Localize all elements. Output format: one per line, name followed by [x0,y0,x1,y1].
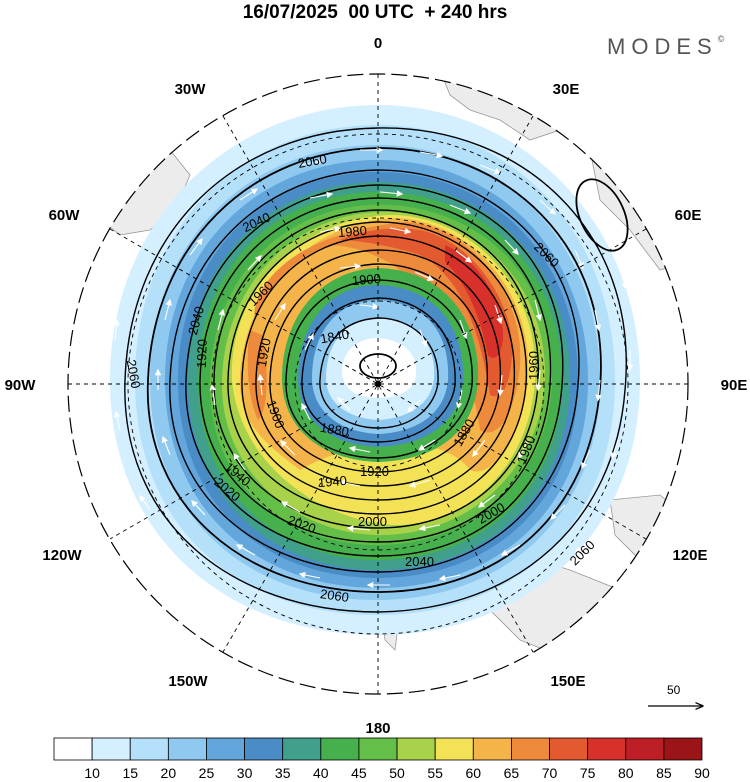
colorbar-tick-label: 60 [465,765,482,781]
colorbar-tick-label: 75 [579,765,596,781]
colorbar-swatch [282,737,322,761]
colorbar-tick-label: 40 [313,765,329,781]
colorbar-tick-label: 70 [541,765,558,781]
wind-arrows [113,146,634,589]
colorbar-swatch [358,737,398,761]
colorbar-swatch [625,737,665,761]
lon-label-120e: 120E [672,547,707,564]
colorbar-swatch [434,737,474,761]
contour-label: 1940 [317,473,347,490]
lon-label-60e: 60E [675,207,702,224]
contour-label: 1920 [194,339,210,368]
contour-label: 1840 [319,327,350,347]
lon-label-180: 180 [365,720,390,737]
contour-label: 2060 [297,151,328,171]
colorbar-swatch [320,737,360,761]
colorbar-tick-label: 45 [351,765,367,781]
lon-label-90e: 90E [721,377,748,394]
map-title: 16/07/2025 00 UTC + 240 hrs [242,2,508,23]
lon-label-30e: 30E [553,81,580,98]
colorbar-swatch [587,737,627,761]
lon-label-0: 0 [374,35,382,52]
contour-label: 1880 [319,420,350,440]
wind-scale-label: 50 [667,683,681,697]
contour-label: 1900 [351,271,381,288]
wind-speed-shading [110,105,640,635]
contour-label: 2060 [319,586,350,605]
colorbar-tick-label: 35 [274,765,291,781]
colorbar-tick-label: 55 [427,765,443,781]
colorbar-swatch [663,737,703,761]
lon-label-90w: 90W [5,377,37,394]
colorbar-swatch [244,737,284,761]
contour-label: 1960 [526,351,541,380]
colorbar-tick-label: 25 [198,765,215,781]
brand-name: MODES [607,34,718,59]
colorbar-tick-label: 50 [389,765,405,781]
map-field: 2060 2040 2040 2060 1980 1960 1960 1900 … [94,74,688,671]
lon-label-150w: 150W [168,673,208,690]
colorbar-swatch [129,737,169,761]
contour-label: 1920 [254,337,274,368]
lon-label-30w: 30W [175,81,207,98]
colorbar-tick-label: 90 [694,765,710,781]
longitude-labels: 0 30E 60E 90E 120E 150E 180 150W 120W 90… [5,35,748,737]
contour-label: 2040 [405,554,434,569]
colorbar [53,737,703,761]
colorbar-swatch [206,737,245,761]
colorbar-tick-label: 10 [84,765,100,781]
lon-label-120w: 120W [42,547,82,564]
colorbar-tick-label: 20 [160,765,177,781]
contour-label: 2040 [185,305,207,337]
pole-marker [375,381,381,387]
graticule [68,74,688,694]
contour-label: 1920 [360,464,389,479]
colorbar-swatch [511,737,550,761]
colorbar-tick-label: 80 [617,765,634,781]
lon-label-60w: 60W [49,207,81,224]
colorbar-tick-label: 85 [656,765,672,781]
lon-label-150e: 150E [550,673,585,690]
colorbar-tick-label: 65 [503,765,520,781]
colorbar-swatch [167,737,207,761]
colorbar-swatch [549,737,589,761]
map-boundary [67,73,689,695]
copyright-mark: © [717,34,725,44]
colorbar-tick-label: 30 [236,765,253,781]
colorbar-swatch [472,737,512,761]
colorbar-swatch [91,737,131,761]
contour-label: 1980 [337,223,367,240]
brand-logo: MODES© [607,34,724,60]
colorbar-tick-label: 15 [122,765,139,781]
colorbar-swatch [53,737,93,761]
contour-label: 2000 [358,514,387,529]
colorbar-swatch [396,737,436,761]
